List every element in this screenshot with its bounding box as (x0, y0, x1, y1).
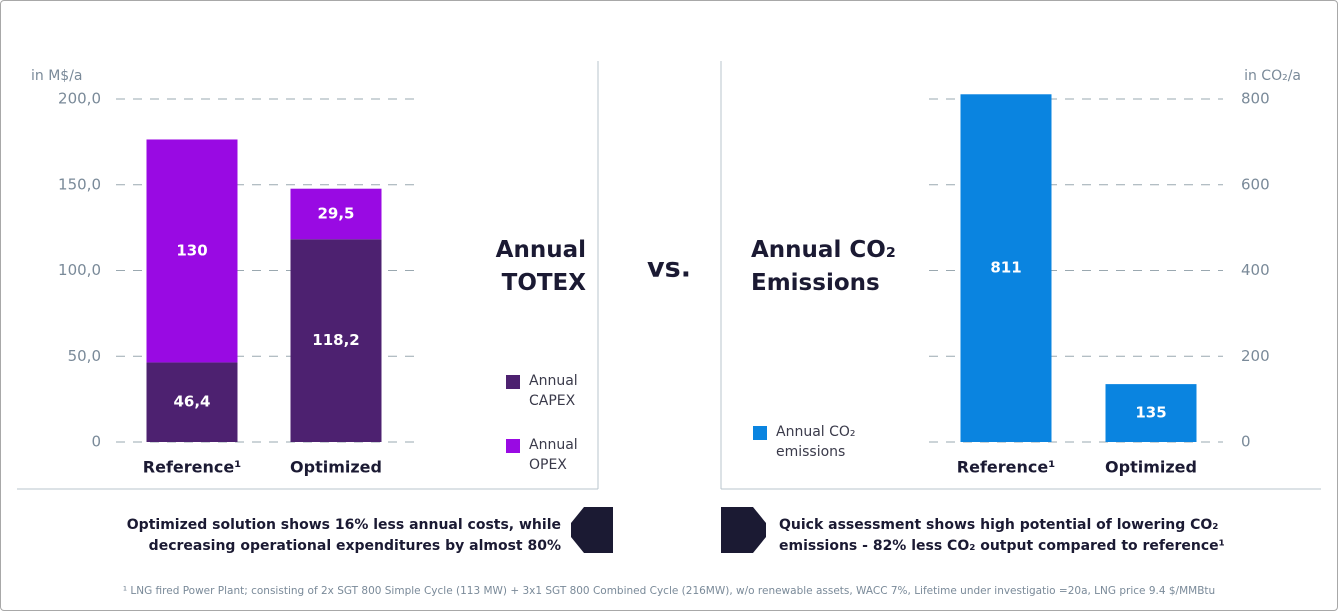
y-tick-label: 0 (91, 433, 101, 451)
arrow-left (571, 507, 613, 553)
legend-swatch (506, 439, 520, 453)
y-tick-label: 100,0 (58, 261, 101, 279)
value-label: 130 (176, 241, 207, 259)
value-label: 46,4 (173, 393, 210, 411)
y-tick-label: 200 (1241, 347, 1270, 365)
bar (1105, 384, 1197, 442)
axis-unit-label: in M$/a (31, 68, 83, 84)
y-tick-label: 200,0 (58, 90, 101, 108)
chart-title: Annual TOTEX (495, 237, 586, 296)
value-label: 29,5 (317, 204, 354, 222)
legend-label: Annual OPEX (529, 437, 578, 473)
y-tick-label: 50,0 (68, 347, 101, 365)
chart-title: Annual CO₂ Emissions (751, 237, 896, 296)
value-label: 811 (990, 259, 1021, 277)
y-tick-label: 600 (1241, 175, 1270, 193)
caption-right: Quick assessment shows high potential of… (779, 517, 1225, 554)
x-tick-label: Reference¹ (143, 458, 241, 477)
y-tick-label: 800 (1241, 90, 1270, 108)
axis-unit-label: in CO₂/a (1244, 68, 1301, 84)
value-label: 118,2 (312, 331, 359, 349)
y-tick-label: 150,0 (58, 175, 101, 193)
bar (146, 362, 238, 442)
bar (290, 188, 382, 240)
y-tick-label: 400 (1241, 261, 1270, 279)
caption-left: Optimized solution shows 16% less annual… (126, 517, 561, 554)
legend-swatch (753, 426, 767, 440)
bar (290, 239, 382, 442)
legend-label: Annual CAPEX (529, 373, 578, 409)
value-label: 135 (1135, 404, 1166, 422)
bar (960, 94, 1052, 442)
y-tick-label: 0 (1241, 433, 1251, 451)
bar (146, 139, 238, 363)
footnote: ¹ LNG fired Power Plant; consisting of 2… (123, 585, 1215, 597)
x-tick-label: Reference¹ (957, 458, 1055, 477)
arrow-right (721, 507, 766, 553)
legend-swatch (506, 375, 520, 389)
legend-label: Annual CO₂ emissions (776, 424, 856, 460)
vs-label: vs. (647, 253, 691, 284)
x-tick-label: Optimized (1105, 458, 1197, 477)
x-tick-label: Optimized (290, 458, 382, 477)
